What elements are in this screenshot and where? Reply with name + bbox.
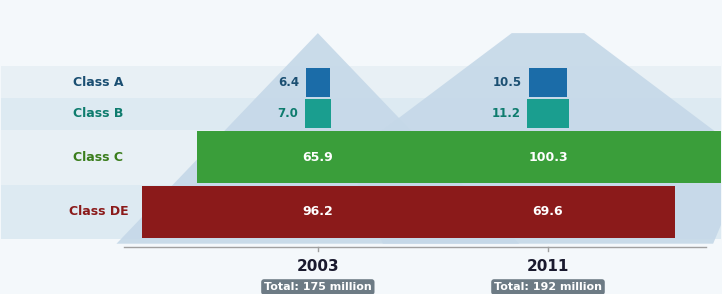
Text: 2003: 2003 — [297, 259, 339, 274]
Polygon shape — [116, 33, 519, 244]
Text: 6.4: 6.4 — [278, 76, 299, 89]
Bar — [142, 186, 494, 238]
Text: Total: 192 million: Total: 192 million — [494, 282, 602, 292]
Polygon shape — [347, 33, 722, 244]
Bar — [421, 186, 675, 238]
Text: 65.9: 65.9 — [303, 151, 334, 164]
FancyBboxPatch shape — [1, 185, 721, 239]
Text: 11.2: 11.2 — [491, 107, 521, 121]
Text: Class A: Class A — [73, 76, 123, 89]
Text: 100.3: 100.3 — [529, 151, 567, 164]
Text: Total: 175 million: Total: 175 million — [264, 282, 372, 292]
Bar — [197, 131, 438, 183]
Text: Class C: Class C — [74, 151, 123, 164]
Text: Class DE: Class DE — [69, 206, 129, 218]
FancyBboxPatch shape — [1, 66, 721, 98]
Text: 69.6: 69.6 — [533, 206, 563, 218]
Text: 96.2: 96.2 — [303, 206, 334, 218]
Text: Class B: Class B — [74, 107, 123, 121]
Bar — [529, 68, 567, 97]
Bar — [306, 68, 329, 97]
Bar — [305, 99, 331, 128]
FancyBboxPatch shape — [1, 130, 721, 185]
Text: 7.0: 7.0 — [277, 107, 298, 121]
Bar — [365, 131, 722, 183]
Bar — [528, 99, 568, 128]
Text: 10.5: 10.5 — [492, 76, 521, 89]
FancyBboxPatch shape — [1, 98, 721, 130]
Text: 2011: 2011 — [527, 259, 569, 274]
